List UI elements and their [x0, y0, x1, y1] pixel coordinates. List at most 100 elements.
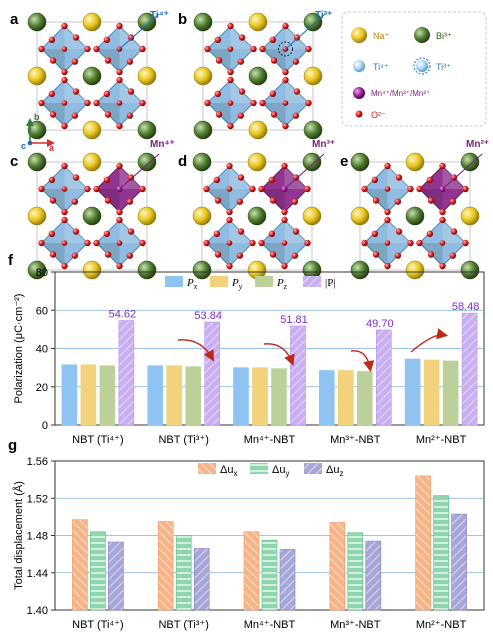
oxygen-atom	[104, 197, 112, 204]
oxygen-atom	[139, 99, 146, 107]
oxygen-atom	[38, 45, 45, 53]
callout-line	[442, 153, 483, 190]
oxygen-atom	[214, 251, 222, 258]
oxygen-atom	[450, 174, 458, 181]
legend-label: Δuz	[326, 464, 343, 478]
na-atom	[248, 120, 268, 140]
structure-panel-d	[192, 152, 325, 280]
bar	[365, 540, 382, 611]
bi-atom	[137, 12, 157, 32]
oxygen-atom	[361, 239, 368, 247]
oxygen-atom	[126, 252, 134, 259]
bar	[337, 370, 354, 426]
y-tick-label: 1.44	[27, 568, 48, 580]
oxygen-atom	[104, 57, 112, 64]
y-tick-label: 60	[36, 305, 48, 317]
oxygen-atom	[291, 198, 299, 205]
oxygen-atom	[93, 99, 100, 107]
oxygen-atom	[237, 58, 245, 65]
y-tick-label: 20	[36, 382, 48, 394]
oxygen-atom	[293, 34, 301, 41]
bar	[147, 365, 163, 426]
oxygen-atom	[292, 228, 300, 235]
bar	[404, 358, 421, 426]
oxygen-atom	[104, 251, 112, 258]
oxygen-atom	[282, 122, 289, 130]
oxygen-atom	[269, 36, 277, 43]
panel-letter-g: g	[8, 437, 17, 454]
na-atom	[137, 206, 157, 226]
bi-atom	[192, 152, 212, 172]
oxygen-atom	[127, 228, 135, 235]
data-label: 51.81	[280, 314, 308, 326]
structure-panel-e	[350, 152, 483, 280]
na-atom	[302, 206, 322, 226]
na-atom	[82, 260, 102, 280]
oxygen-atom	[204, 99, 211, 107]
oxygen-atom	[226, 216, 233, 224]
oxygen-atom	[371, 230, 379, 237]
na-atom	[137, 66, 157, 86]
oxygen-atom	[439, 216, 446, 224]
oxygen-atom	[227, 76, 234, 84]
bar	[347, 532, 364, 611]
bar	[118, 320, 135, 426]
na-atom	[247, 152, 267, 172]
oxygen-atom	[384, 186, 391, 192]
oxygen-atom	[49, 111, 57, 118]
oxygen-atom	[116, 262, 123, 270]
oxygen-atom	[439, 162, 446, 170]
panel-letter-a: a	[10, 11, 19, 28]
structure-panel-c	[27, 152, 160, 280]
bi-atom	[137, 120, 157, 140]
bi-atom	[248, 66, 268, 86]
oxygen-atom	[249, 185, 256, 193]
panel-letter-e: e	[340, 153, 348, 170]
oxygen-atom	[213, 176, 221, 183]
callout-ti4: Ti⁴⁺	[150, 10, 169, 21]
oxygen-atom	[281, 208, 288, 216]
oxygen-atom	[384, 216, 391, 224]
ti3-legend-icon	[416, 60, 428, 72]
oxygen-atom	[116, 208, 123, 216]
bi-atom	[137, 260, 157, 280]
legend-swatch	[303, 276, 321, 287]
oxygen-atom	[84, 99, 91, 107]
na-atom	[27, 66, 47, 86]
oxygen-atom	[139, 185, 146, 193]
trend-arrow	[410, 328, 449, 353]
oxygen-atom	[226, 162, 233, 170]
oxygen-atom	[426, 176, 434, 183]
oxygen-atom	[84, 45, 91, 53]
oxygen-atom	[93, 239, 100, 247]
legend-swatch	[250, 463, 268, 474]
oxygen-atom	[72, 174, 80, 181]
bar	[90, 531, 106, 611]
oxygen-atom	[394, 252, 402, 259]
bar	[193, 548, 210, 611]
bi-atom	[82, 66, 102, 86]
bi-atom	[303, 12, 323, 32]
legend-label: Δux	[220, 464, 237, 478]
oxygen-atom	[49, 251, 57, 258]
oxygen-atom	[203, 185, 210, 193]
oxygen-atom	[126, 112, 134, 119]
oxygen-atom	[462, 239, 469, 247]
oxygen-atom	[226, 262, 233, 270]
legend-label: Pz	[276, 277, 288, 291]
oxygen-atom	[462, 185, 469, 193]
oxygen-atom	[372, 197, 380, 204]
oxygen-atom	[439, 208, 446, 216]
bi-legend-icon	[414, 27, 430, 43]
oxygen-atom	[38, 99, 45, 107]
bar	[108, 541, 124, 611]
oxygen-atom	[71, 112, 79, 119]
oxygen-atom	[72, 228, 80, 235]
oxygen-atom	[281, 216, 288, 224]
na-atom	[405, 152, 425, 172]
oxygen-atom	[372, 251, 380, 258]
bi-atom	[193, 120, 213, 140]
bar	[61, 364, 78, 426]
oxygen-atom	[226, 208, 233, 216]
x-category-label: NBT (Ti⁴⁺)	[72, 619, 123, 631]
